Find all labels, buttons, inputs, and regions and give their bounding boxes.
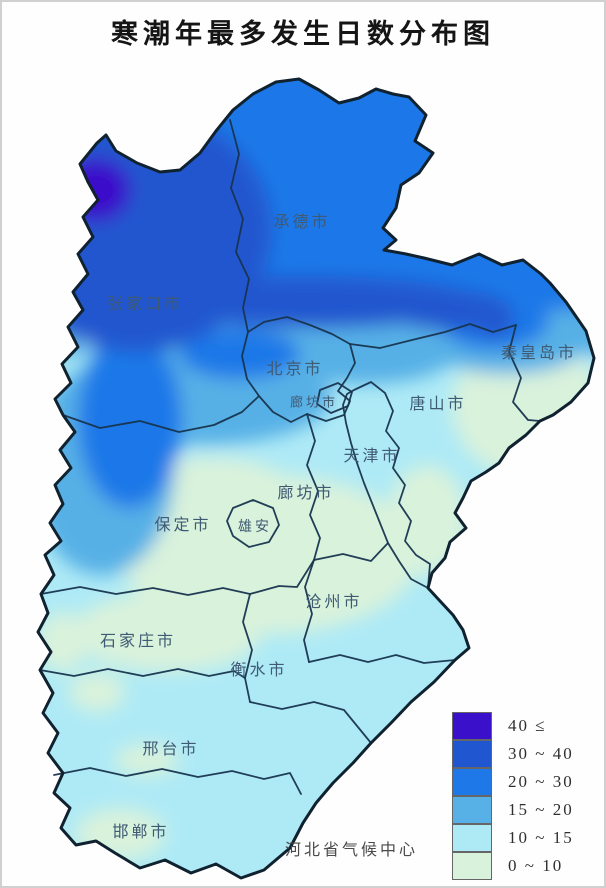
legend-swatch [452,823,492,852]
legend-swatch [452,851,492,880]
zone-0-10 [387,465,467,575]
boundary-qinhuangdao-west [508,324,541,422]
boundary-zhangjiakou-chengde [229,119,250,333]
boundary-cangzhou-south [308,654,456,664]
legend-rows: 40 ≤ 30 ~ 40 20 ~ 30 15 ~ 20 10 ~ 15 0 ~ 10 [452,711,574,880]
legend-label: 10 ~ 15 [508,828,574,847]
legend-label: 15 ~ 20 [508,800,574,819]
boundary-baoding-south [40,559,315,596]
boundary-zhangjiakou-baoding [62,395,260,433]
legend-label: 0 ~ 10 [508,856,564,875]
boundary-chengde-south [349,323,517,349]
province-outline [36,77,596,880]
zone-0-10 [115,744,179,776]
zone-0-10 [72,592,262,672]
legend-swatch [452,767,492,796]
legend-row: 40 ≤ [452,711,574,740]
zone-20-30 [180,329,300,379]
boundary-shijiazhuang-xingtai [39,668,246,679]
boundary-baoding-langfang [306,413,321,561]
boundary-xiongan [226,499,280,548]
zone-40-plus [59,158,131,222]
boundary-hengshui-south [249,701,372,744]
boundary-langfang-exclave [316,382,353,414]
zone-15-20 [274,324,454,384]
legend-swatch [452,711,492,740]
boundary-tianjin [342,381,431,589]
credit-text: 河北省气候中心 [285,842,419,859]
legend-row: 15 ~ 20 [452,795,574,824]
zone-20-30 [78,332,182,508]
legend-swatch [452,739,492,768]
zone-0-10 [75,808,165,860]
boundary-shijiazhuang-hengshui [242,593,253,703]
legend-swatch [452,795,492,824]
legend-row: 10 ~ 15 [452,823,574,852]
legend: 40 ≤ 30 ~ 40 20 ~ 30 15 ~ 20 10 ~ 15 0 ~ 10 [452,711,574,880]
boundary-xingtai-handan [53,767,302,795]
boundary-cangzhou-west [303,559,315,663]
legend-row: 20 ~ 30 [452,767,574,796]
legend-row: 0 ~ 10 [452,851,574,880]
page-title: 寒潮年最多发生日数分布图 [111,19,495,49]
zone-0-10 [69,672,125,712]
legend-label: 40 ≤ [508,716,547,735]
legend-row: 30 ~ 40 [452,739,574,768]
legend-label: 20 ~ 30 [508,772,574,791]
legend-label: 30 ~ 40 [508,744,574,763]
boundary-langfang-cangzhou [313,542,389,562]
